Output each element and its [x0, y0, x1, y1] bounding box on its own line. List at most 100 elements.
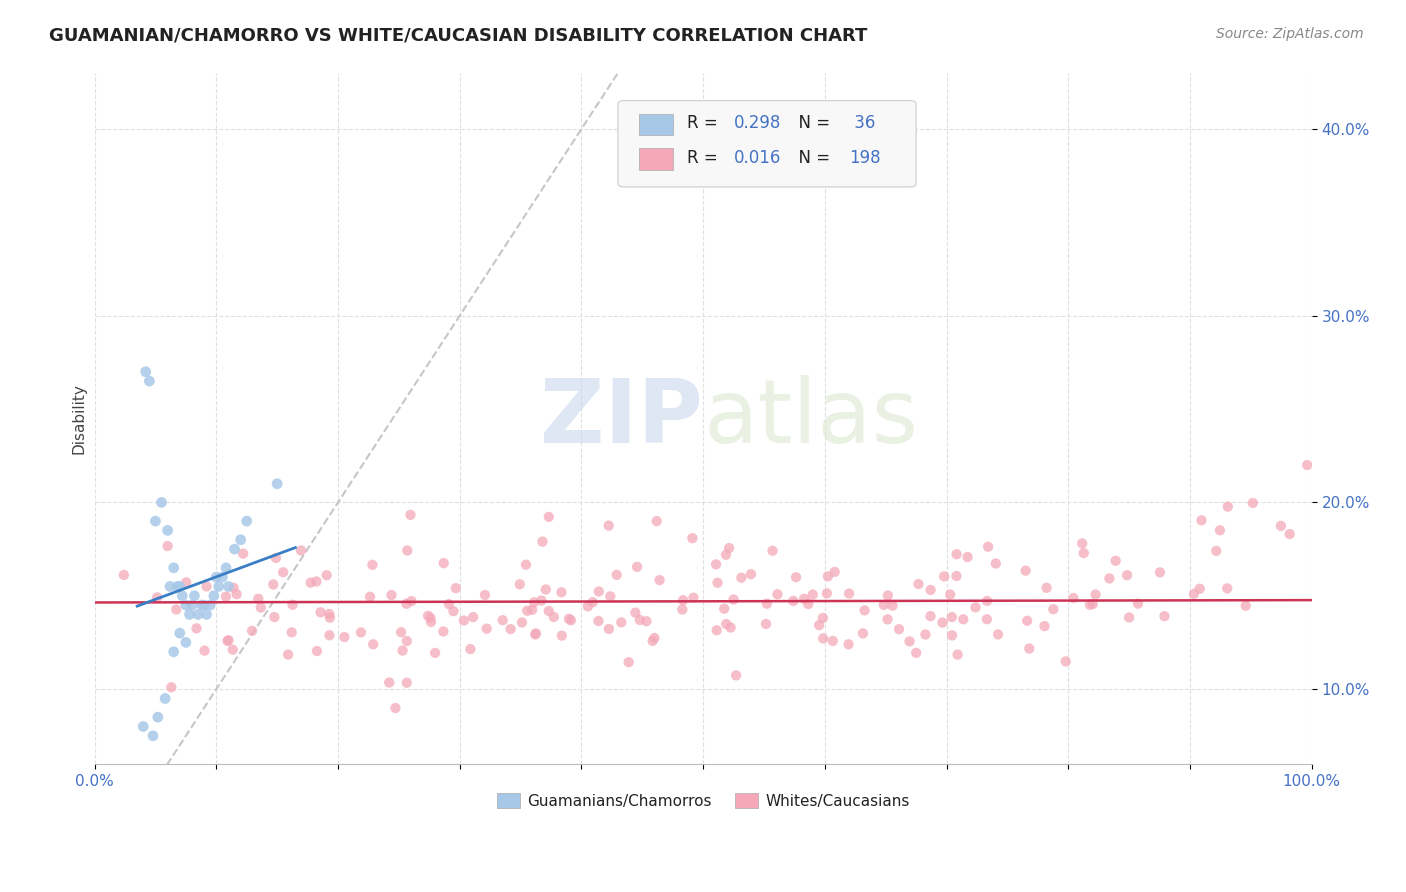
Point [1078, 598, 1101, 612]
Point [208, 579, 231, 593]
Point [218, 633, 240, 648]
Point [965, 600, 987, 615]
Point [811, 632, 834, 646]
Point [222, 581, 245, 595]
Point [531, 534, 554, 549]
Point [359, 590, 381, 604]
Point [576, 599, 599, 614]
Point [838, 586, 860, 600]
Point [941, 628, 963, 642]
Point [1182, 587, 1205, 601]
Point [914, 627, 936, 641]
Point [112, 568, 135, 582]
Point [280, 625, 302, 640]
Point [249, 600, 271, 615]
Point [793, 591, 815, 606]
Point [811, 611, 834, 625]
Point [232, 547, 254, 561]
Point [1153, 609, 1175, 624]
Point [262, 577, 284, 591]
Point [952, 612, 974, 626]
Point [150, 495, 173, 509]
Point [1042, 602, 1064, 616]
Point [907, 577, 929, 591]
Text: atlas: atlas [703, 375, 918, 462]
Point [797, 597, 820, 611]
Point [606, 567, 628, 582]
Point [873, 598, 896, 612]
Point [713, 601, 735, 615]
Text: 36: 36 [849, 114, 876, 132]
Point [169, 579, 191, 593]
Point [159, 579, 181, 593]
Point [946, 648, 969, 662]
Point [956, 549, 979, 564]
Point [714, 548, 737, 562]
Point [318, 628, 340, 642]
Point [815, 586, 838, 600]
Point [598, 518, 620, 533]
Point [704, 558, 727, 572]
Point [163, 561, 186, 575]
Point [537, 509, 560, 524]
Point [1216, 582, 1239, 596]
Point [782, 594, 804, 608]
Point [740, 567, 762, 582]
Point [766, 587, 789, 601]
Point [396, 543, 419, 558]
Point [643, 631, 665, 645]
Point [1296, 458, 1319, 472]
Point [444, 581, 467, 595]
Point [1149, 566, 1171, 580]
Point [730, 571, 752, 585]
Point [492, 613, 515, 627]
Point [195, 607, 218, 622]
Point [516, 604, 538, 618]
Point [530, 593, 553, 607]
Point [1084, 588, 1107, 602]
Text: N =: N = [789, 114, 835, 132]
FancyBboxPatch shape [617, 101, 917, 187]
Point [537, 604, 560, 618]
Point [443, 604, 465, 618]
Point [153, 691, 176, 706]
Point [887, 622, 910, 636]
Point [706, 624, 728, 638]
Point [588, 614, 610, 628]
Point [524, 626, 547, 640]
Point [333, 630, 356, 644]
Point [135, 365, 157, 379]
Point [755, 597, 778, 611]
Point [1054, 655, 1077, 669]
Point [290, 543, 312, 558]
Point [920, 609, 942, 624]
Point [853, 603, 876, 617]
Point [142, 729, 165, 743]
Point [423, 646, 446, 660]
Point [138, 374, 160, 388]
Point [1116, 568, 1139, 582]
Point [599, 590, 621, 604]
Point [588, 584, 610, 599]
Point [560, 613, 582, 627]
Point [169, 626, 191, 640]
Point [1033, 619, 1056, 633]
Point [645, 514, 668, 528]
Point [945, 547, 967, 561]
Point [1014, 564, 1036, 578]
Point [224, 542, 246, 557]
Point [229, 533, 252, 547]
Point [399, 508, 422, 522]
Point [551, 629, 574, 643]
Point [202, 589, 225, 603]
Point [876, 612, 898, 626]
Point [463, 610, 485, 624]
Point [277, 648, 299, 662]
Point [193, 643, 215, 657]
Point [1216, 500, 1239, 514]
Point [186, 621, 208, 635]
Point [263, 610, 285, 624]
Point [1062, 591, 1084, 605]
Point [160, 681, 183, 695]
Point [305, 574, 328, 589]
